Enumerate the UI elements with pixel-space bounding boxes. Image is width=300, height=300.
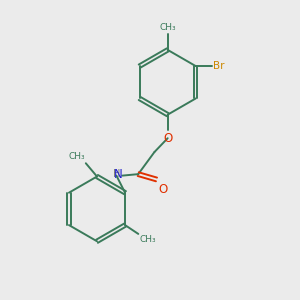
Text: CH₃: CH₃ [159,23,176,32]
Text: H: H [113,169,121,179]
Text: CH₃: CH₃ [68,152,85,161]
Text: O: O [163,132,172,145]
Text: Br: Br [213,61,225,71]
Text: O: O [158,183,168,196]
Text: N: N [114,168,122,181]
Text: CH₃: CH₃ [140,236,156,244]
